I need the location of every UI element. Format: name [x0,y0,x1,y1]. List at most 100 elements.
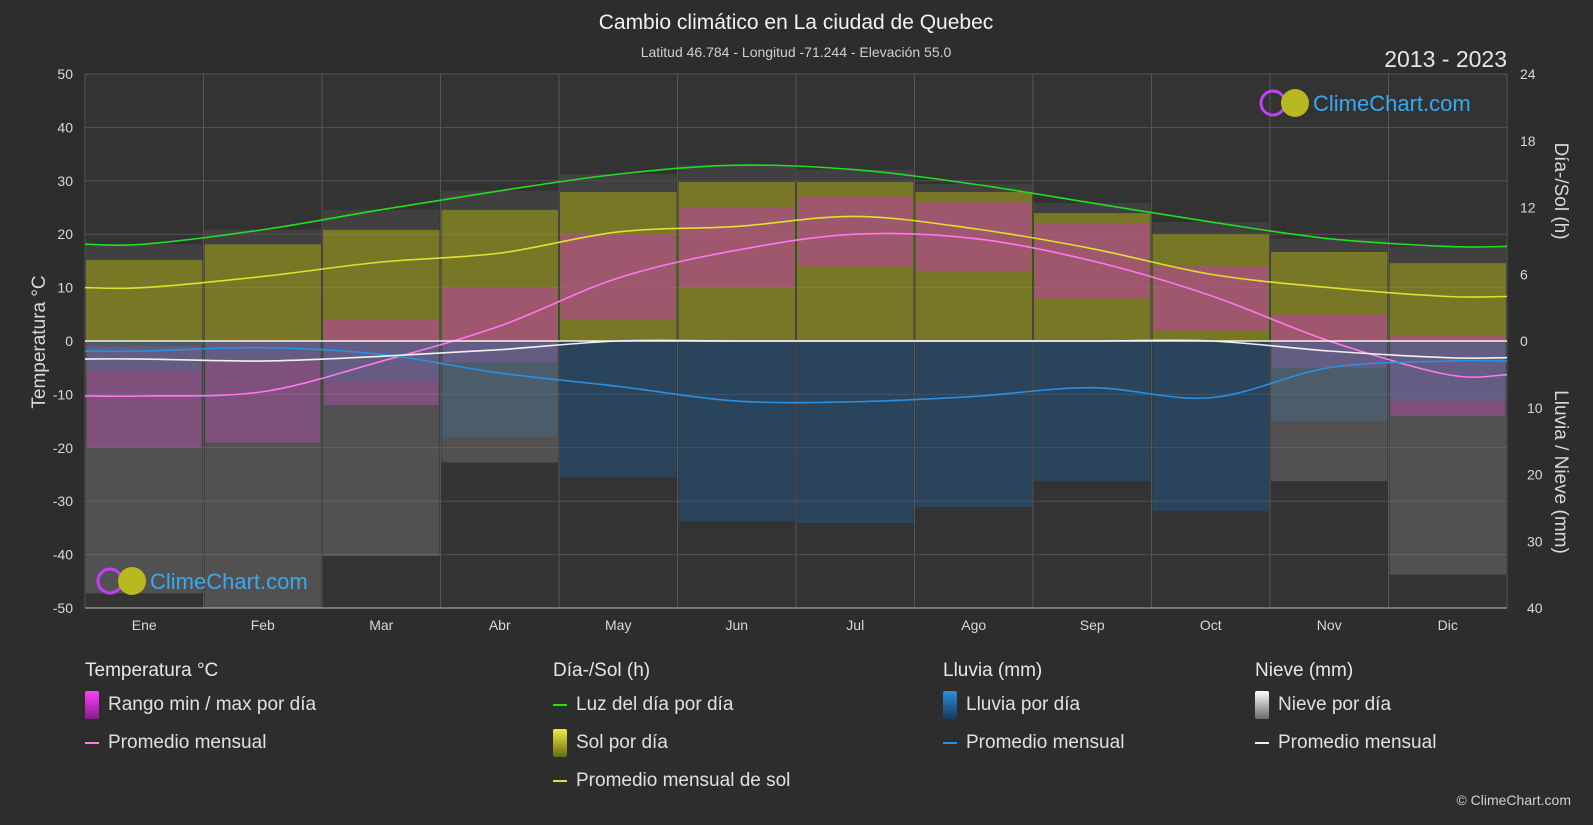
temp-range-bar [561,234,676,320]
sun-swatch [553,729,567,757]
series-lines [84,164,1508,404]
left-tick-label: 10 [57,280,73,296]
temp-range-bar [1390,335,1505,416]
snow-bar [441,341,558,463]
temp-range-bar [679,207,794,288]
month-tick-label: Dic [1438,617,1458,633]
month-tick-label: Nov [1317,617,1342,633]
left-tick-label: 50 [57,66,73,82]
rain-avg-line [84,346,1508,404]
rain-bar [1034,341,1151,482]
snow-bar [1271,341,1388,482]
temp-range-bar [324,319,439,406]
temp-range-bar [1153,266,1268,331]
sun-bar [86,259,203,341]
year-range: 2013 - 2023 [1384,46,1507,72]
month-tick-label: Mar [369,617,393,633]
right-bottom-tick-label: 40 [1527,600,1543,616]
sun-bar [323,229,440,341]
legend-item: Promedio mensual [85,724,316,762]
line-swatch [943,742,957,744]
rain-bar [86,341,203,372]
logo-bottom: ClimeChart.com [96,567,308,595]
legend-item: Promedio mensual [1255,724,1436,762]
legend-item: Nieve por día [1255,686,1436,724]
month-tick-label: May [605,617,631,633]
sun-bar [915,191,1032,341]
daylight-bar [678,165,795,182]
rain-bar [915,341,1032,508]
temp-range-bar [916,202,1031,272]
daylight-bar [797,169,914,182]
month-tick-label: Ene [132,617,157,633]
legend-label: Sol por día [576,732,668,753]
logo-text: ClimeChart.com [150,569,308,594]
left-tick-label: 40 [57,119,73,135]
legend-item: Lluvia por día [943,686,1124,724]
snow-swatch [1255,691,1269,719]
logo-sun-icon [118,567,146,595]
logo-sun-icon [1281,89,1309,117]
legend-label: Rango min / max por día [108,694,317,715]
legend-temperature: Temperatura °C Rango min / max por día P… [85,660,316,762]
left-tick-label: -10 [53,386,73,402]
daylight-bar [1271,238,1388,252]
copyright: © ClimeChart.com [1456,792,1571,808]
daylight-bar [560,174,677,192]
legend-label: Promedio mensual [108,732,267,753]
daylight-bar [86,244,203,260]
daylight-line [84,164,1508,248]
right-bottom-tick-label: 20 [1527,467,1543,483]
legend-item: Promedio mensual de sol [553,762,790,800]
daylight-bar [1152,221,1269,235]
sun-bar [1389,263,1506,341]
legend-label: Luz del día por día [576,694,734,715]
sun-bar [797,181,914,341]
rain-bar [1152,341,1269,512]
legend-label: Promedio mensual [966,732,1125,753]
rain-swatch [943,691,957,719]
legend-label: Lluvia por día [966,694,1081,715]
data-marks [86,165,1506,608]
right-bottom-tick-label: 30 [1527,533,1543,549]
snow-bar [323,341,440,556]
legend-title: Nieve (mm) [1255,660,1354,681]
daylight-bar [915,184,1032,192]
left-tick-label: 30 [57,173,73,189]
month-tick-label: Jun [725,617,748,633]
legend-label: Promedio mensual de sol [576,770,791,791]
daylight-bar [204,229,321,245]
left-tick-label: -50 [53,600,73,616]
rain-bar [204,341,321,362]
sun-bar [204,244,321,341]
right-top-tick-label: 6 [1520,266,1528,282]
month-tick-label: Jul [846,617,864,633]
right-bottom-tick-label: 10 [1527,400,1543,416]
right-top-tick-label: 12 [1520,200,1536,216]
daylight-bar [441,190,558,210]
left-tick-label: -40 [53,547,73,563]
temperature-avg-line [84,232,1508,398]
rain-bar [678,341,795,522]
chart-subtitle: Latitud 46.784 - Longitud -71.244 - Elev… [641,44,952,60]
sun-bar [441,209,558,341]
left-tick-label: 20 [57,226,73,242]
line-swatch [553,780,567,782]
month-tick-label: Feb [251,617,275,633]
left-tick-label: -30 [53,493,73,509]
rain-bar [797,341,914,524]
snow-bar [1389,341,1506,575]
left-tick-label: 0 [65,333,73,349]
legend: Temperatura °C Rango min / max por día P… [0,660,1593,810]
legend-snow: Nieve (mm) Nieve por día Promedio mensua… [1255,660,1436,762]
line-swatch [553,704,567,706]
sun-bar [1152,234,1269,341]
right-axis-top-label: Día-/Sol (h) [1550,142,1571,239]
range-swatch [85,691,99,719]
right-top-tick-label: 24 [1520,66,1536,82]
right-top-tick-label: 18 [1520,133,1536,149]
right-axis-bottom-label: Lluvia / Nieve (mm) [1550,390,1571,554]
rain-bar [560,341,677,478]
climate-chart: Cambio climático en La ciudad de Quebec … [29,11,1571,633]
rain-bar [441,341,558,438]
